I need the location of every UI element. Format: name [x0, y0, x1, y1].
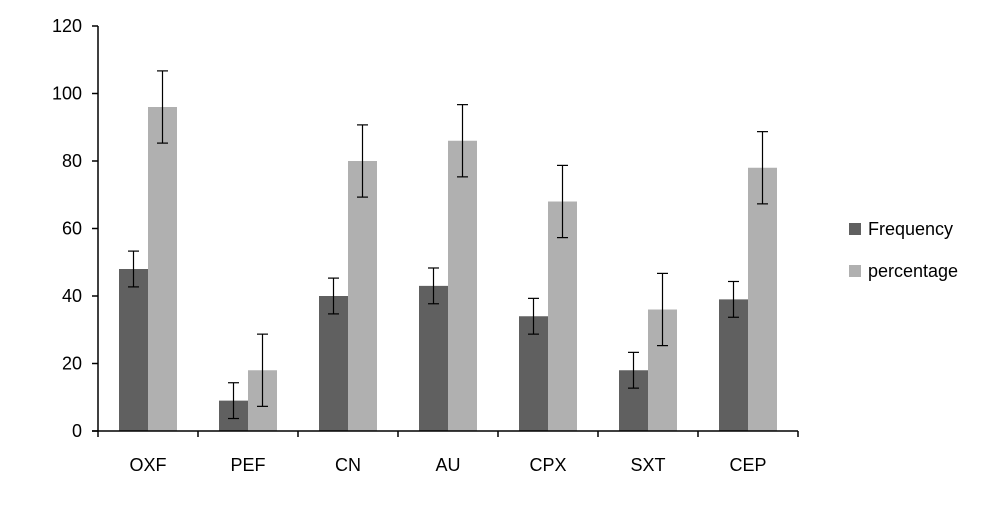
x-tick-label-au: AU: [435, 455, 460, 475]
error-bar-percentage-cpx: [557, 164, 568, 239]
error-bar-frequency-cn: [328, 277, 339, 315]
x-tick-label-sxt: SXT: [630, 455, 665, 475]
y-tick-label-120: 120: [52, 16, 82, 36]
error-bar-percentage-oxf: [157, 70, 168, 144]
bar-percentage-cpx: [548, 201, 577, 431]
legend-swatch: [849, 223, 861, 235]
y-tick-label-0: 0: [72, 421, 82, 441]
legend-label: Frequency: [868, 219, 953, 239]
legend-item-percentage: percentage: [849, 261, 958, 281]
error-bar-percentage-pef: [257, 333, 268, 407]
bar-frequency-cn: [319, 296, 348, 431]
legend-label: percentage: [868, 261, 958, 281]
bar-frequency-oxf: [119, 269, 148, 431]
error-bar-percentage-au: [457, 104, 468, 178]
y-tick-labels: 0 20 40 60 80 100 120: [52, 16, 82, 441]
legend: Frequency percentage: [849, 219, 958, 281]
bars-layer: [119, 107, 777, 431]
bar-percentage-oxf: [148, 107, 177, 431]
legend-item-frequency: Frequency: [849, 219, 953, 239]
axes-layer: [92, 25, 799, 437]
x-tick-label-cn: CN: [335, 455, 361, 475]
bar-percentage-cep: [748, 167, 777, 431]
y-tick-label-60: 60: [62, 219, 82, 239]
x-tick-label-pef: PEF: [230, 455, 265, 475]
y-tick-label-40: 40: [62, 286, 82, 306]
bar-frequency-cep: [719, 299, 748, 431]
y-tick-label-80: 80: [62, 151, 82, 171]
error-bar-frequency-oxf: [128, 250, 139, 288]
x-tick-label-oxf: OXF: [129, 455, 166, 475]
error-bar-percentage-cep: [757, 131, 768, 205]
bar-percentage-cn: [348, 161, 377, 431]
bar-percentage-au: [448, 140, 477, 431]
legend-swatch: [849, 265, 861, 277]
bar-frequency-au: [419, 285, 448, 431]
x-tick-label-cpx: CPX: [529, 455, 566, 475]
y-tick-label-20: 20: [62, 354, 82, 374]
error-bar-frequency-au: [428, 267, 439, 305]
error-bar-frequency-pef: [228, 382, 239, 420]
error-bar-frequency-cep: [728, 280, 739, 318]
y-tick-label-100: 100: [52, 84, 82, 104]
x-tick-label-cep: CEP: [729, 455, 766, 475]
bar-frequency-cpx: [519, 316, 548, 431]
x-tick-labels: OXF PEF CN AU CPX SXT CEP: [129, 455, 766, 475]
error-bars-layer: [128, 70, 768, 420]
error-bar-frequency-cpx: [528, 297, 539, 335]
error-bar-percentage-cn: [357, 124, 368, 198]
error-bar-percentage-sxt: [657, 272, 668, 347]
error-bar-frequency-sxt: [628, 351, 639, 389]
